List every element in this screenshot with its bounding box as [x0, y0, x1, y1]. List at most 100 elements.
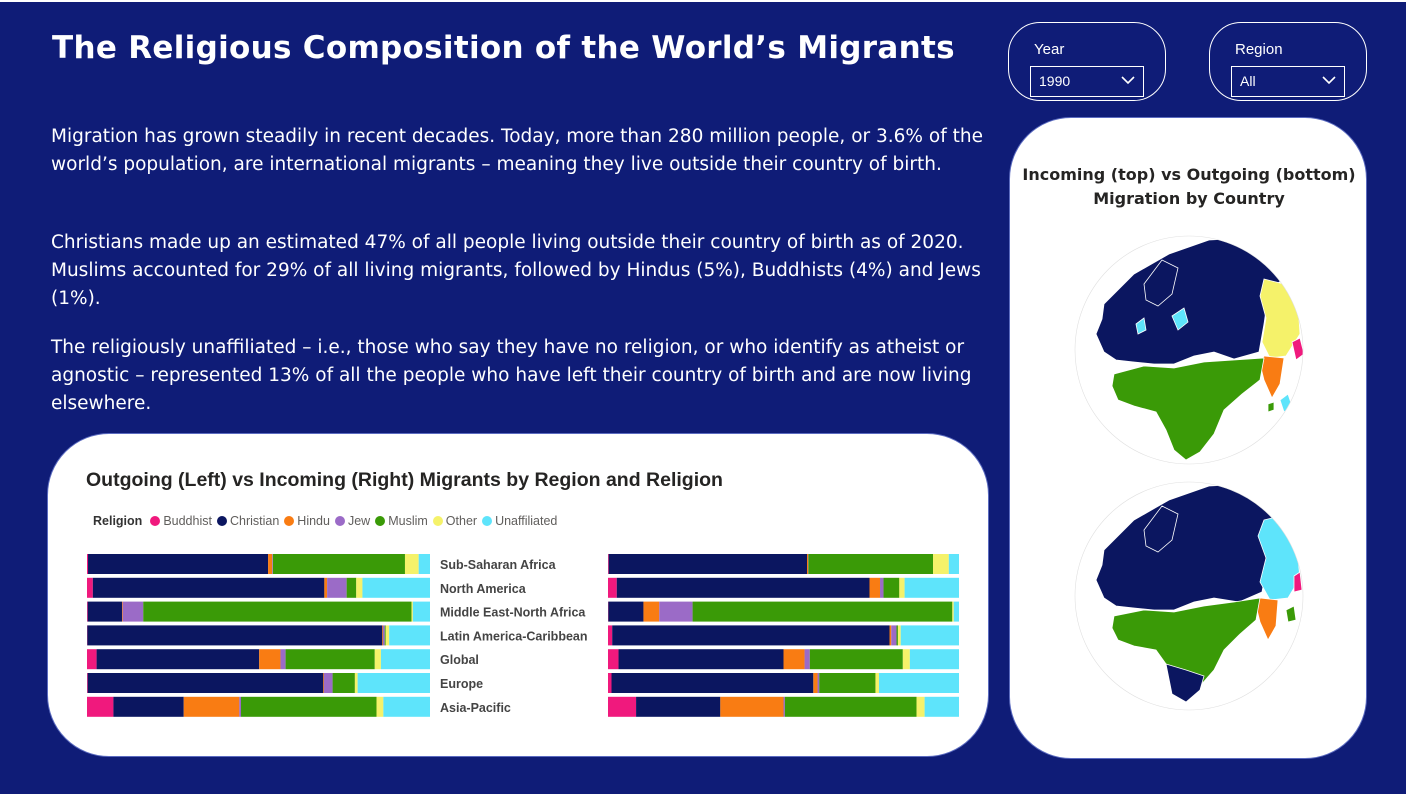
incoming-bar-latin-america-caribbean-buddhist[interactable] [608, 625, 613, 646]
legend-item-hindu[interactable]: Hindu [284, 514, 330, 528]
incoming-bar-middle-east-north-africa-unaffiliated[interactable] [953, 601, 959, 622]
incoming-migration-globe[interactable] [1074, 234, 1304, 466]
incoming-bar-asia-pacific-christian[interactable] [636, 696, 721, 717]
outgoing-bar-europe-other[interactable] [354, 673, 358, 693]
outgoing-bar-asia-pacific-buddhist[interactable] [87, 696, 114, 717]
outgoing-bar-sub-saharan-africa-jew[interactable] [272, 554, 273, 574]
outgoing-bar-europe-jew[interactable] [324, 673, 333, 693]
incoming-bar-global-christian[interactable] [618, 649, 784, 670]
incoming-bar-latin-america-caribbean-christian[interactable] [612, 625, 890, 646]
incoming-bar-middle-east-north-africa-christian[interactable] [608, 601, 644, 622]
outgoing-bar-middle-east-north-africa-muslim[interactable] [143, 601, 412, 622]
incoming-bar-middle-east-north-africa-hindu[interactable] [643, 601, 660, 622]
incoming-bar-global-jew[interactable] [804, 649, 810, 670]
incoming-bar-middle-east-north-africa-muslim[interactable] [692, 601, 953, 622]
incoming-bar-sub-saharan-africa-buddhist[interactable] [608, 554, 609, 574]
outgoing-bar-latin-america-caribbean-unaffiliated[interactable] [389, 625, 430, 646]
incoming-bar-north-america-buddhist[interactable] [608, 577, 617, 598]
incoming-bar-sub-saharan-africa-hindu[interactable] [807, 554, 809, 574]
outgoing-bar-sub-saharan-africa-hindu[interactable] [268, 554, 273, 574]
incoming-bar-sub-saharan-africa-christian[interactable] [608, 554, 808, 574]
incoming-bar-europe-other[interactable] [875, 673, 879, 693]
outgoing-bar-asia-pacific-jew[interactable] [239, 696, 242, 717]
outgoing-bar-global-muslim[interactable] [285, 649, 375, 670]
outgoing-bar-global-jew[interactable] [280, 649, 286, 670]
outgoing-bar-latin-america-caribbean-christian[interactable] [87, 625, 383, 646]
incoming-bar-europe-jew[interactable] [817, 673, 820, 693]
incoming-bar-latin-america-caribbean-hindu[interactable] [889, 625, 892, 646]
incoming-bar-asia-pacific-jew[interactable] [783, 696, 785, 717]
outgoing-bar-asia-pacific-christian[interactable] [113, 696, 184, 717]
outgoing-bar-sub-saharan-africa-unaffiliated[interactable] [418, 554, 430, 574]
incoming-bar-europe-buddhist[interactable] [608, 673, 612, 693]
incoming-bar-asia-pacific-unaffiliated[interactable] [924, 696, 959, 717]
outgoing-bar-middle-east-north-africa-jew[interactable] [122, 601, 144, 622]
outgoing-bar-europe-christian[interactable] [87, 673, 324, 693]
incoming-bar-latin-america-caribbean-other[interactable] [897, 625, 901, 646]
incoming-bar-europe-muslim[interactable] [819, 673, 876, 693]
outgoing-bar-sub-saharan-africa-other[interactable] [404, 554, 419, 574]
incoming-bar-global-unaffiliated[interactable] [909, 649, 959, 670]
outgoing-bar-latin-america-caribbean-other[interactable] [385, 625, 390, 646]
incoming-bar-europe-unaffiliated[interactable] [878, 673, 959, 693]
outgoing-bar-latin-america-caribbean-hindu[interactable] [382, 625, 384, 646]
outgoing-bar-middle-east-north-africa-buddhist[interactable] [87, 601, 88, 622]
legend-item-buddhist[interactable]: Buddhist [150, 514, 212, 528]
outgoing-bar-north-america-muslim[interactable] [346, 577, 357, 598]
outgoing-bar-global-unaffiliated[interactable] [380, 649, 430, 670]
incoming-bar-global-buddhist[interactable] [608, 649, 619, 670]
outgoing-bar-north-america-buddhist[interactable] [87, 577, 93, 598]
incoming-bar-asia-pacific-hindu[interactable] [720, 696, 784, 717]
outgoing-bar-global-hindu[interactable] [259, 649, 281, 670]
outgoing-bar-europe-unaffiliated[interactable] [357, 673, 430, 693]
outgoing-bar-asia-pacific-muslim[interactable] [241, 696, 377, 717]
outgoing-bar-global-other[interactable] [374, 649, 381, 670]
incoming-bar-north-america-unaffiliated[interactable] [904, 577, 959, 598]
incoming-bar-global-other[interactable] [902, 649, 910, 670]
outgoing-bar-middle-east-north-africa-hindu[interactable] [121, 601, 123, 622]
incoming-bar-asia-pacific-muslim[interactable] [784, 696, 917, 717]
outgoing-migration-globe[interactable] [1074, 480, 1304, 712]
incoming-bar-north-america-christian[interactable] [616, 577, 870, 598]
incoming-bar-north-america-hindu[interactable] [869, 577, 881, 598]
incoming-bar-asia-pacific-buddhist[interactable] [608, 696, 637, 717]
incoming-bar-global-muslim[interactable] [809, 649, 903, 670]
incoming-bar-sub-saharan-africa-unaffiliated[interactable] [948, 554, 959, 574]
outgoing-bar-middle-east-north-africa-unaffiliated[interactable] [412, 601, 430, 622]
incoming-bar-north-america-jew[interactable] [880, 577, 884, 598]
outgoing-bar-europe-muslim[interactable] [332, 673, 355, 693]
outgoing-bar-global-buddhist[interactable] [87, 649, 97, 670]
outgoing-bar-asia-pacific-hindu[interactable] [183, 696, 240, 717]
legend-item-muslim[interactable]: Muslim [375, 514, 428, 528]
outgoing-bar-latin-america-caribbean-muslim[interactable] [384, 625, 386, 646]
legend-item-jew[interactable]: Jew [334, 514, 370, 528]
legend-item-christian[interactable]: Christian [216, 514, 279, 528]
outgoing-bar-sub-saharan-africa-buddhist[interactable] [87, 554, 89, 574]
region-dropdown[interactable]: All [1231, 66, 1345, 97]
incoming-bar-global-hindu[interactable] [783, 649, 805, 670]
incoming-bar-north-america-other[interactable] [899, 577, 905, 598]
incoming-bar-sub-saharan-africa-other[interactable] [933, 554, 949, 574]
outgoing-bar-latin-america-caribbean-jew[interactable] [383, 625, 385, 646]
incoming-bar-asia-pacific-other[interactable] [916, 696, 925, 717]
incoming-bar-latin-america-caribbean-unaffiliated[interactable] [900, 625, 959, 646]
incoming-bar-middle-east-north-africa-jew[interactable] [659, 601, 693, 622]
incoming-bar-europe-hindu[interactable] [813, 673, 818, 693]
incoming-bar-latin-america-caribbean-jew[interactable] [891, 625, 897, 646]
outgoing-bar-north-america-unaffiliated[interactable] [362, 577, 430, 598]
year-dropdown[interactable]: 1990 [1030, 66, 1144, 97]
outgoing-bar-middle-east-north-africa-christian[interactable] [87, 601, 122, 622]
outgoing-bar-north-america-other[interactable] [356, 577, 363, 598]
incoming-bar-middle-east-north-africa-other[interactable] [952, 601, 954, 622]
legend-item-other[interactable]: Other [432, 514, 477, 528]
outgoing-bar-asia-pacific-other[interactable] [376, 696, 384, 717]
outgoing-bar-global-christian[interactable] [96, 649, 260, 670]
outgoing-bar-north-america-jew[interactable] [327, 577, 347, 598]
outgoing-bar-north-america-christian[interactable] [92, 577, 325, 598]
incoming-bar-europe-christian[interactable] [611, 673, 814, 693]
outgoing-bar-europe-hindu[interactable] [323, 673, 325, 693]
outgoing-bar-north-america-hindu[interactable] [324, 577, 328, 598]
outgoing-bar-asia-pacific-unaffiliated[interactable] [383, 696, 430, 717]
incoming-bar-sub-saharan-africa-muslim[interactable] [808, 554, 934, 574]
outgoing-bar-europe-buddhist[interactable] [87, 673, 88, 693]
